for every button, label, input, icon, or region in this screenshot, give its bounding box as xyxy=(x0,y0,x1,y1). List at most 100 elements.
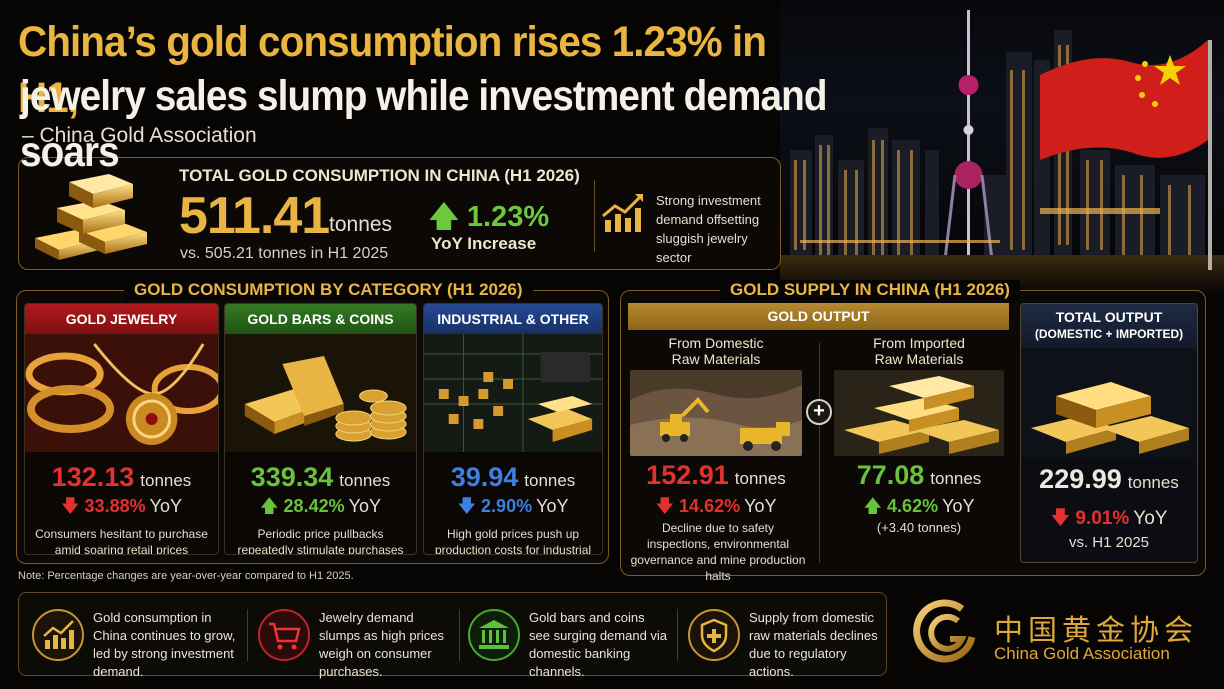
total-output-gold-image xyxy=(1021,348,1197,458)
card-value: 39.94 xyxy=(450,462,519,492)
total-output-card: TOTAL OUTPUT (DOMESTIC + IMPORTED) 229.9… xyxy=(1020,303,1198,563)
total-change: 🡅 1.23% xyxy=(429,196,549,245)
imported-change: 4.62% xyxy=(887,496,939,516)
card-change-row: 🡇 33.88% YoY xyxy=(25,494,218,524)
divider xyxy=(594,180,595,252)
imported-gold-bars-image xyxy=(834,370,1004,456)
footnote: Note: Percentage changes are year-over-y… xyxy=(18,570,354,582)
total-heading: TOTAL GOLD CONSUMPTION IN CHINA (H1 2026… xyxy=(179,166,580,185)
divider xyxy=(819,343,820,563)
total-unit: tonnes xyxy=(329,213,393,236)
imported-value-row: 77.08 tonnes xyxy=(834,460,1004,491)
card-yoy: YoY xyxy=(348,496,381,516)
card-value: 132.13 xyxy=(51,462,135,492)
arrow-down-icon: 🡇 xyxy=(1050,508,1071,529)
headline-line-1: China’s gold consumption rises 1.23% in … xyxy=(18,18,767,122)
category-heading: GOLD CONSUMPTION BY CATEGORY (H1 2026) xyxy=(124,280,533,300)
total-output-value: 229.99 xyxy=(1039,464,1122,494)
imported-yoy: YoY xyxy=(942,496,975,516)
takeaway-item: Supply from domestic raw materials decli… xyxy=(675,593,887,679)
takeaway-item: Gold consumption in China continues to g… xyxy=(19,593,241,679)
arrow-up-icon: 🡅 xyxy=(429,201,459,233)
total-output-yoy: YoY xyxy=(1133,508,1168,529)
china-gold-association-logo xyxy=(913,599,976,663)
total-output-title: TOTAL OUTPUT xyxy=(1055,309,1163,325)
divider xyxy=(247,609,248,661)
total-value: 511.41 xyxy=(179,187,330,245)
card-change: 33.88% xyxy=(84,496,146,516)
imported-change-row: 🡅 4.62% YoY xyxy=(834,494,1004,524)
category-card-jewelry: GOLD JEWELRY 132.13 tonnes 🡇 33.88% YoY Co… xyxy=(24,303,219,555)
headline-source: – China Gold Association xyxy=(22,124,257,147)
imported-description: (+3.40 tonnes) xyxy=(876,520,962,535)
arrow-down-icon: 🡇 xyxy=(655,496,675,516)
arrow-down-icon: 🡇 xyxy=(61,496,80,516)
imported-label: From Imported Raw Materials xyxy=(834,335,1004,367)
total-comparison: vs. 505.21 tonnes in H1 2025 xyxy=(180,245,389,262)
imported-value: 77.08 xyxy=(856,460,925,490)
domestic-yoy: YoY xyxy=(744,496,777,516)
total-output-unit: tonnes xyxy=(1127,473,1179,492)
total-change-value: 1.23% xyxy=(466,201,550,233)
logo-english-text: China Gold Association xyxy=(994,644,1170,663)
card-yoy: YoY xyxy=(536,496,569,516)
card-title: GOLD BARS & COINS xyxy=(225,304,416,334)
shield-icon xyxy=(688,609,740,661)
imported-label-line-1: From Imported xyxy=(873,335,965,351)
card-value-row: 39.94 tonnes xyxy=(424,462,602,493)
takeaway-text: Supply from domestic raw materials decli… xyxy=(749,610,878,679)
takeaway-item: Jewelry demand slumps as high prices wei… xyxy=(245,593,455,679)
growth-chart-icon xyxy=(32,609,84,661)
divider xyxy=(677,609,678,661)
card-unit: tonnes xyxy=(339,471,391,490)
total-consumption-panel: TOTAL GOLD CONSUMPTION IN CHINA (H1 2026… xyxy=(18,157,781,270)
takeaway-item: Gold bars and coins see surging demand v… xyxy=(455,593,681,679)
total-output-change: 9.01% xyxy=(1075,508,1130,529)
industrial-gold-image xyxy=(424,334,602,452)
shopping-cart-icon xyxy=(258,609,310,661)
takeaway-text: Gold consumption in China continues to g… xyxy=(93,610,236,679)
divider xyxy=(459,609,460,661)
rising-chart-icon xyxy=(602,194,643,232)
category-card-bars-coins: GOLD BARS & COINS 339.34 tonnes 🡅 28.42% Y… xyxy=(224,303,417,555)
card-value: 339.34 xyxy=(250,462,334,492)
domestic-label-line-1: From Domestic xyxy=(668,335,764,351)
domestic-value-row: 152.91 tonnes xyxy=(630,460,802,491)
takeaway-text: Gold bars and coins see surging demand v… xyxy=(529,610,668,679)
card-value-row: 132.13 tonnes xyxy=(25,462,218,493)
bank-icon xyxy=(468,609,520,661)
card-description: Consumers hesitant to purchase amid soar… xyxy=(35,527,208,555)
arrow-up-icon: 🡅 xyxy=(863,496,883,516)
card-change: 2.90% xyxy=(481,496,533,516)
card-title: GOLD JEWELRY xyxy=(25,304,218,334)
total-note: Strong investment demand offsetting slug… xyxy=(656,193,761,265)
card-unit: tonnes xyxy=(524,471,576,490)
total-output-comparison: vs. H1 2025 xyxy=(1068,534,1150,551)
card-description: High gold prices push up production cost… xyxy=(434,527,592,555)
total-output-heading: TOTAL OUTPUT (DOMESTIC + IMPORTED) xyxy=(1021,304,1197,348)
takeaways-bar: Gold consumption in China continues to g… xyxy=(18,592,887,679)
gold-jewelry-image xyxy=(25,334,218,452)
gold-output-heading: GOLD OUTPUT xyxy=(628,303,1009,330)
imported-label-line-2: Raw Materials xyxy=(874,351,964,367)
card-description: Periodic price pullbacks repeatedly stim… xyxy=(237,527,404,555)
gold-bars-icon xyxy=(35,174,147,260)
domestic-label: From Domestic Raw Materials xyxy=(630,335,802,367)
imported-unit: tonnes xyxy=(930,469,982,488)
domestic-change: 14.62% xyxy=(679,496,741,516)
total-change-label: YoY Increase xyxy=(431,234,537,253)
category-card-industrial: INDUSTRIAL & OTHER USES 39.94 tonnes 🡇 2.… xyxy=(423,303,603,555)
domestic-unit: tonnes xyxy=(734,469,786,488)
total-output-subtitle: (DOMESTIC + IMPORTED) xyxy=(1034,327,1184,341)
domestic-change-row: 🡇 14.62% YoY xyxy=(630,494,802,524)
supply-heading: GOLD SUPPLY IN CHINA (H1 2026) xyxy=(720,280,1020,300)
plus-icon: + xyxy=(806,399,832,425)
headline-line-2: jewelry sales slump while investment dem… xyxy=(20,72,827,176)
arrow-down-icon: 🡇 xyxy=(457,496,477,516)
logo-chinese-text: 中国黄金协会 xyxy=(994,613,1199,647)
card-value-row: 339.34 tonnes xyxy=(225,462,416,493)
domestic-description: Decline due to safety inspections, envir… xyxy=(630,521,806,583)
card-change-row: 🡅 28.42% YoY xyxy=(225,494,416,524)
card-title: INDUSTRIAL & OTHER USES xyxy=(424,304,602,357)
gold-bars-coins-image xyxy=(225,334,416,452)
